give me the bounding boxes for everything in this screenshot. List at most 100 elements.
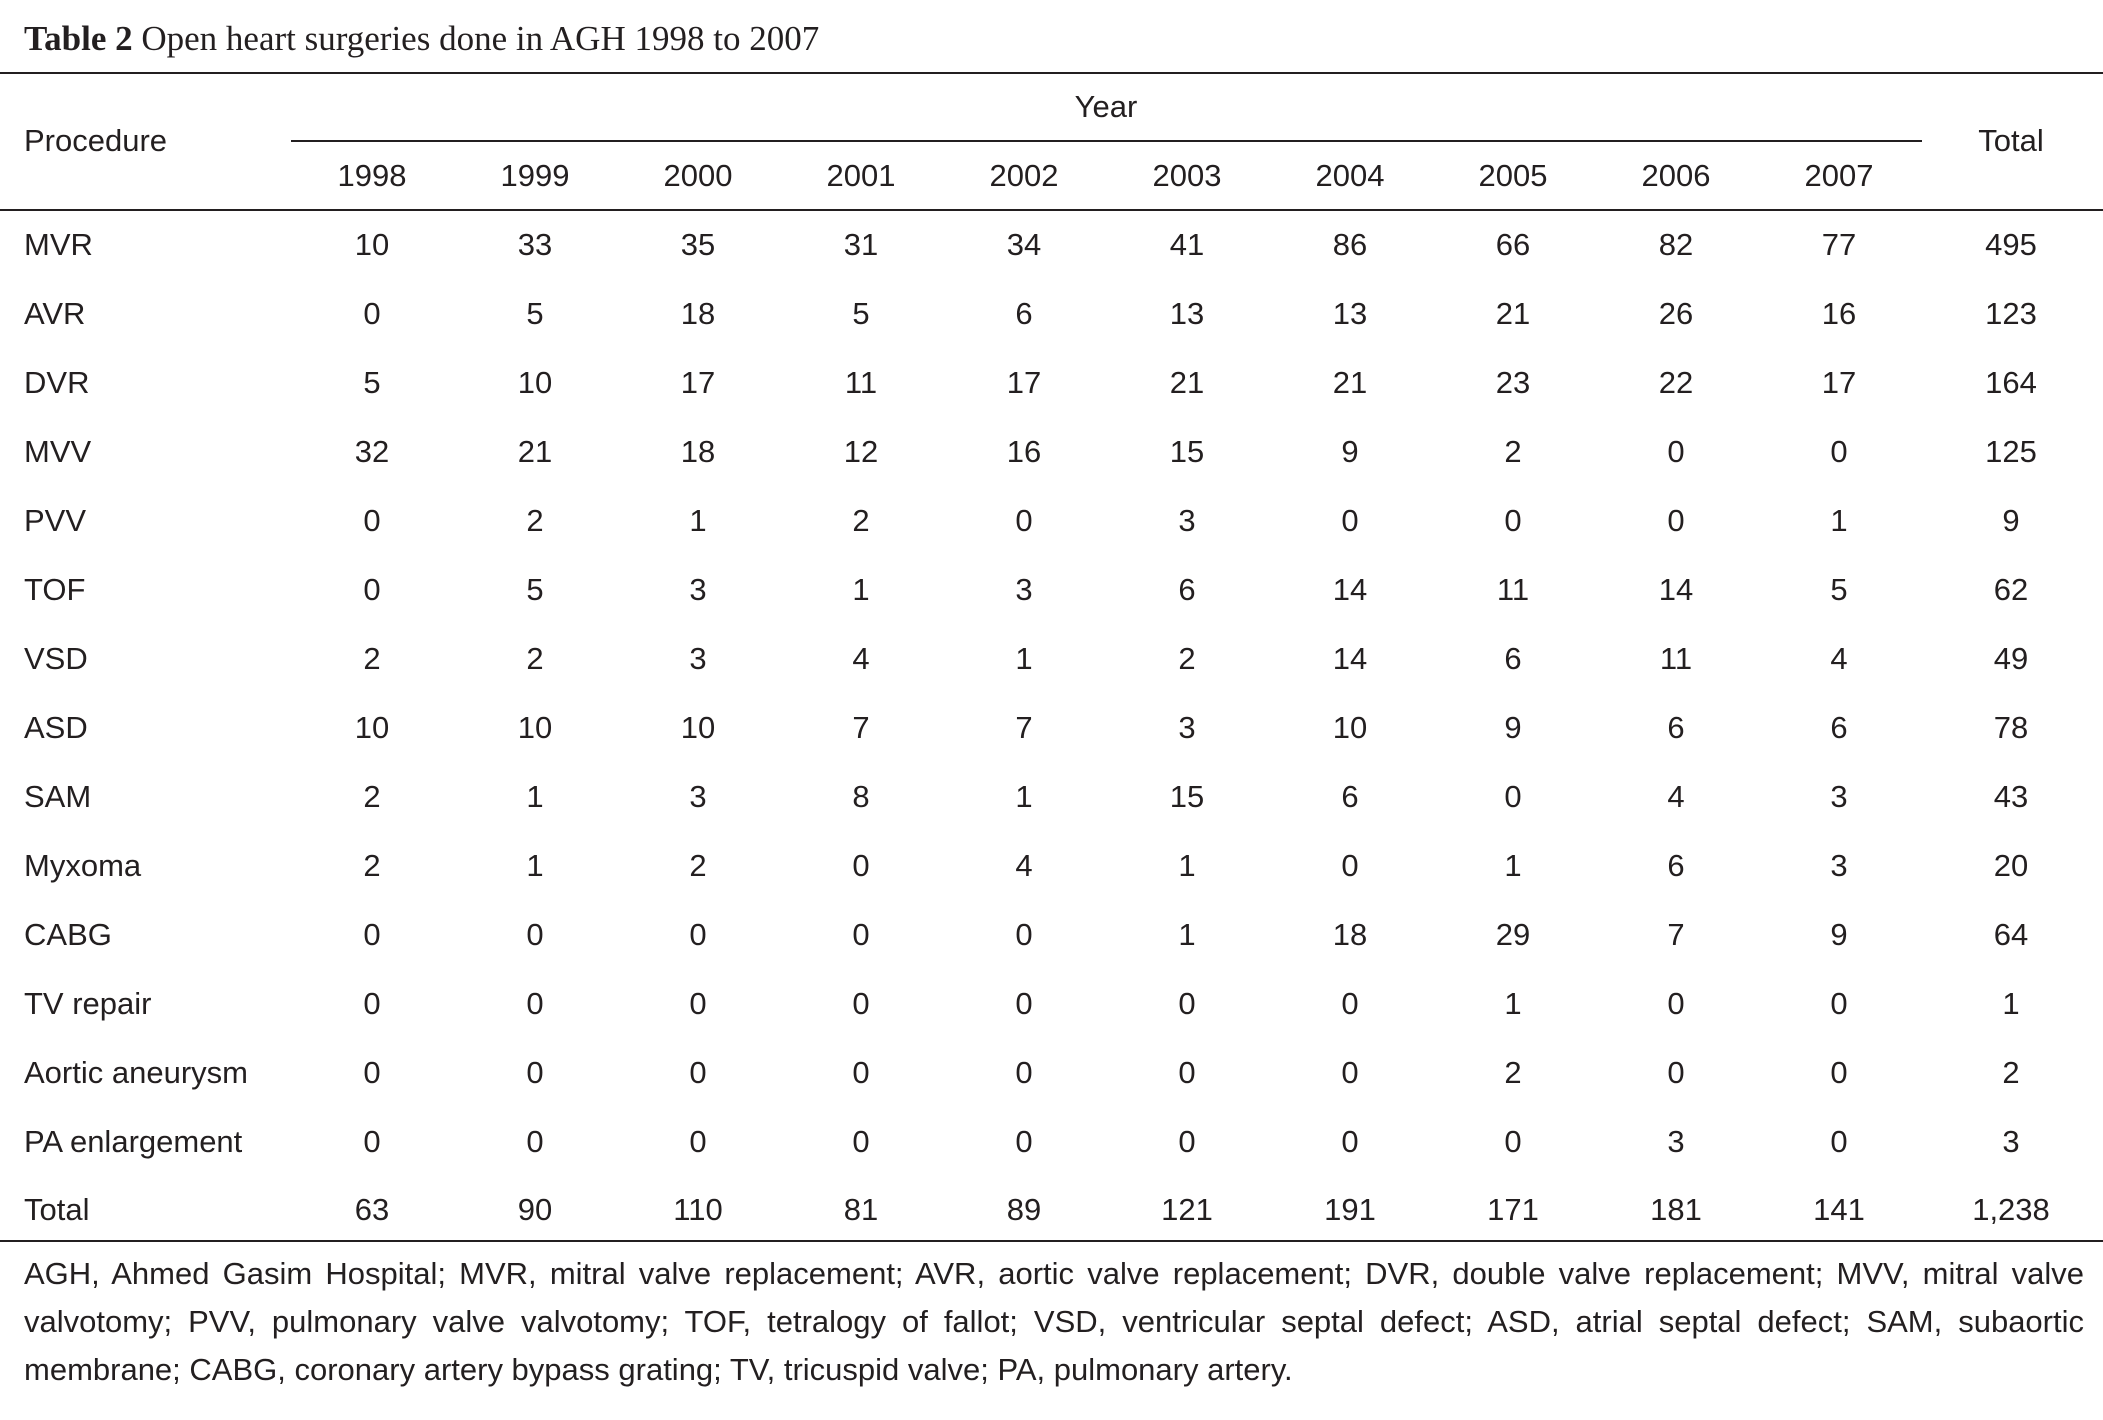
table-row: VSD 2 2 3 4 1 2 14 6 11 4 49 <box>0 639 2103 679</box>
value-cell: 15 <box>1169 434 1205 469</box>
value-cell: 15 <box>1169 779 1205 814</box>
value-cell: 6 <box>1015 296 1033 331</box>
value-cell: 9 <box>1504 710 1522 745</box>
value-cell: 10 <box>354 227 390 262</box>
table-row: PVV 0 2 1 2 0 3 0 0 0 1 9 <box>0 501 2103 541</box>
value-cell: 86 <box>1332 227 1368 262</box>
table-row: MVR 10 33 35 31 34 41 86 66 82 77 495 <box>0 225 2103 265</box>
value-cell: 26 <box>1658 296 1694 331</box>
value-cell: 0 <box>689 986 707 1021</box>
row-total-cell: 123 <box>1985 296 2037 331</box>
table-row: ASD 10 10 10 7 7 3 10 9 6 6 78 <box>0 708 2103 748</box>
bottom-rule <box>0 1240 2103 1242</box>
value-cell: 3 <box>689 572 707 607</box>
procedure-cell: DVR <box>24 365 90 400</box>
row-total-cell: 3 <box>2002 1124 2020 1159</box>
value-cell: 10 <box>517 710 553 745</box>
value-cell: 2 <box>526 503 544 538</box>
value-cell: 21 <box>1332 365 1368 400</box>
table-row: CABG 0 0 0 0 0 1 18 29 7 9 64 <box>0 915 2103 955</box>
table-caption-title: Open heart surgeries done in AGH 1998 to… <box>141 19 820 58</box>
row-total-cell: 20 <box>1993 848 2029 883</box>
procedure-cell: AVR <box>24 296 86 331</box>
year-header-cell: 1999 <box>500 158 570 193</box>
value-cell: 0 <box>1015 917 1033 952</box>
value-cell: 13 <box>1169 296 1205 331</box>
value-cell: 1 <box>1178 917 1196 952</box>
year-header-cell: 2004 <box>1315 158 1385 193</box>
table-row: TV repair 0 0 0 0 0 0 0 1 0 0 1 <box>0 984 2103 1024</box>
value-cell: 0 <box>363 1055 381 1090</box>
row-total-cell: 9 <box>2002 503 2020 538</box>
value-cell: 0 <box>363 296 381 331</box>
value-cell: 2 <box>852 503 870 538</box>
total-row-label: Total <box>24 1192 90 1227</box>
value-cell: 0 <box>1015 1124 1033 1159</box>
value-cell: 77 <box>1821 227 1857 262</box>
value-cell: 1 <box>1015 641 1033 676</box>
value-cell: 0 <box>1504 503 1522 538</box>
procedure-cell: PVV <box>24 503 87 538</box>
value-cell: 10 <box>517 365 553 400</box>
procedure-cell: MVR <box>24 227 93 262</box>
value-cell: 5 <box>526 296 544 331</box>
value-cell: 0 <box>1667 503 1685 538</box>
column-total-cell: 110 <box>673 1192 723 1227</box>
value-cell: 1 <box>1504 848 1522 883</box>
table-row: DVR 5 10 17 11 17 21 21 23 22 17 164 <box>0 363 2103 403</box>
value-cell: 10 <box>1332 710 1368 745</box>
value-cell: 5 <box>526 572 544 607</box>
value-cell: 0 <box>852 1055 870 1090</box>
value-cell: 2 <box>363 641 381 676</box>
table-caption-label: Table 2 <box>24 19 133 58</box>
value-cell: 3 <box>689 641 707 676</box>
year-header-cell: 1998 <box>337 158 407 193</box>
value-cell: 10 <box>680 710 716 745</box>
value-cell: 0 <box>1341 848 1359 883</box>
value-cell: 0 <box>689 1124 707 1159</box>
value-cell: 3 <box>1667 1124 1685 1159</box>
value-cell: 6 <box>1667 710 1685 745</box>
value-cell: 2 <box>363 779 381 814</box>
value-cell: 0 <box>1015 986 1033 1021</box>
value-cell: 1 <box>1015 779 1033 814</box>
value-cell: 18 <box>1332 917 1368 952</box>
row-total-cell: 62 <box>1993 572 2029 607</box>
value-cell: 0 <box>1504 779 1522 814</box>
value-cell: 41 <box>1169 227 1205 262</box>
value-cell: 14 <box>1658 572 1694 607</box>
value-cell: 13 <box>1332 296 1368 331</box>
value-cell: 0 <box>1830 986 1848 1021</box>
value-cell: 0 <box>363 917 381 952</box>
year-header-cell: 2000 <box>663 158 733 193</box>
table-row: Aortic aneurysm 0 0 0 0 0 0 0 2 0 0 2 <box>0 1053 2103 1093</box>
value-cell: 32 <box>354 434 390 469</box>
year-header-cell: 2006 <box>1641 158 1711 193</box>
value-cell: 6 <box>1341 779 1359 814</box>
value-cell: 3 <box>1178 503 1196 538</box>
value-cell: 16 <box>1821 296 1857 331</box>
value-cell: 0 <box>526 986 544 1021</box>
value-cell: 3 <box>1178 710 1196 745</box>
value-cell: 7 <box>1015 710 1033 745</box>
column-total-cell: 171 <box>1487 1192 1539 1227</box>
value-cell: 0 <box>852 1124 870 1159</box>
value-cell: 14 <box>1332 572 1368 607</box>
value-cell: 6 <box>1667 848 1685 883</box>
value-cell: 0 <box>1667 1055 1685 1090</box>
year-header-cell: 2001 <box>826 158 896 193</box>
row-total-cell: 125 <box>1985 434 2037 469</box>
procedure-cell: Myxoma <box>24 848 142 883</box>
value-cell: 1 <box>526 779 544 814</box>
value-cell: 0 <box>526 1124 544 1159</box>
value-cell: 0 <box>852 917 870 952</box>
column-total-cell: 141 <box>1813 1192 1865 1227</box>
value-cell: 5 <box>852 296 870 331</box>
value-cell: 31 <box>843 227 879 262</box>
value-cell: 18 <box>680 296 716 331</box>
row-total-cell: 1 <box>2002 986 2020 1021</box>
value-cell: 1 <box>1178 848 1196 883</box>
value-cell: 3 <box>1015 572 1033 607</box>
value-cell: 0 <box>363 1124 381 1159</box>
column-total-cell: 89 <box>1006 1192 1042 1227</box>
